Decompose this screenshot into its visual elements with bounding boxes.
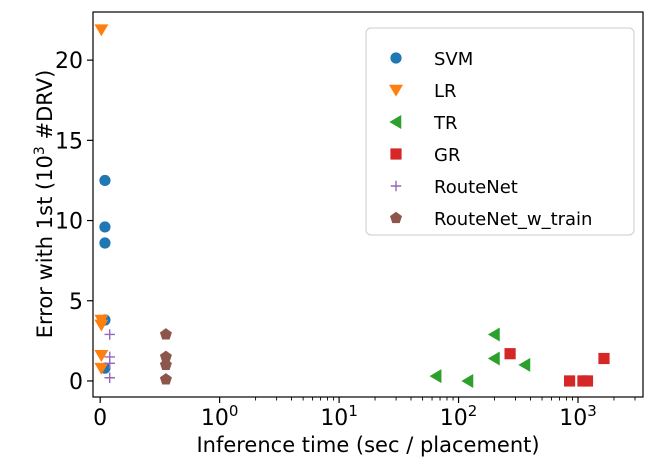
point-lr xyxy=(94,362,109,375)
point-routenet xyxy=(104,329,115,340)
point-lr xyxy=(94,319,109,332)
point-routenet-w-train xyxy=(159,373,172,385)
x-tick-exponent: 1 xyxy=(348,402,358,420)
legend-marker-svm xyxy=(390,52,402,64)
legend-marker-lr xyxy=(389,84,403,97)
x-tick-label: 0 xyxy=(93,406,107,431)
point-svm xyxy=(99,174,111,187)
legend-label-tr: TR xyxy=(433,113,458,134)
point-tr xyxy=(487,351,500,366)
point-tr xyxy=(518,357,531,372)
legend-marker-tr xyxy=(389,115,402,129)
point-tr xyxy=(461,373,474,388)
point-tr xyxy=(487,327,500,342)
point-tr xyxy=(429,369,442,384)
legend-box xyxy=(365,27,635,236)
point-routenet xyxy=(104,358,115,369)
point-routenet-w-train xyxy=(159,358,172,370)
legend: SVM LR TR GR RouteNet RouteNet_w_train xyxy=(365,27,635,236)
y-axis-label-exponent: 3 xyxy=(32,146,48,155)
x-tick-exponent: 3 xyxy=(587,402,597,420)
point-gr xyxy=(563,375,576,387)
legend-marker-routenet xyxy=(390,180,402,192)
legend-label-routenet-w-train: RouteNet_w_train xyxy=(434,209,592,230)
legend-marker-gr xyxy=(390,148,402,160)
x-tick-label: 102 xyxy=(440,402,478,431)
point-gr xyxy=(598,352,610,365)
y-axis-label-suffix: #DRV) xyxy=(33,70,57,146)
legend-label-lr: LR xyxy=(434,81,457,102)
point-routenet xyxy=(104,372,115,383)
x-tick-label: 101 xyxy=(320,402,358,431)
point-svm xyxy=(99,237,111,249)
data-marks xyxy=(94,24,610,388)
point-lr xyxy=(94,24,109,37)
x-tick-exponent: 2 xyxy=(468,402,478,420)
point-lr xyxy=(94,350,109,362)
point-gr xyxy=(581,375,594,387)
y-tick-label: 0 xyxy=(69,370,83,395)
y-tick-label: 5 xyxy=(69,290,83,315)
point-routenet-w-train xyxy=(159,328,172,340)
legend-label-svm: SVM xyxy=(434,49,473,70)
y-axis-label: Error with 1st (103 #DRV) xyxy=(32,70,57,339)
legend-label-gr: GR xyxy=(434,145,460,166)
point-svm xyxy=(99,221,111,233)
legend-marker-routenet-w-train xyxy=(390,211,402,224)
point-routenet-w-train xyxy=(159,350,172,362)
y-tick-label: 20 xyxy=(55,49,83,74)
x-axis-label: Inference time (sec / placement) xyxy=(196,433,539,457)
y-tick-label: 15 xyxy=(55,129,83,154)
point-gr xyxy=(504,348,516,360)
x-tick-label: 100 xyxy=(201,402,239,431)
y-tick-label: 10 xyxy=(55,210,83,235)
x-tick-exponent: 0 xyxy=(229,402,239,420)
legend-label-routenet: RouteNet xyxy=(434,177,518,198)
x-tick-label: 103 xyxy=(559,402,597,431)
